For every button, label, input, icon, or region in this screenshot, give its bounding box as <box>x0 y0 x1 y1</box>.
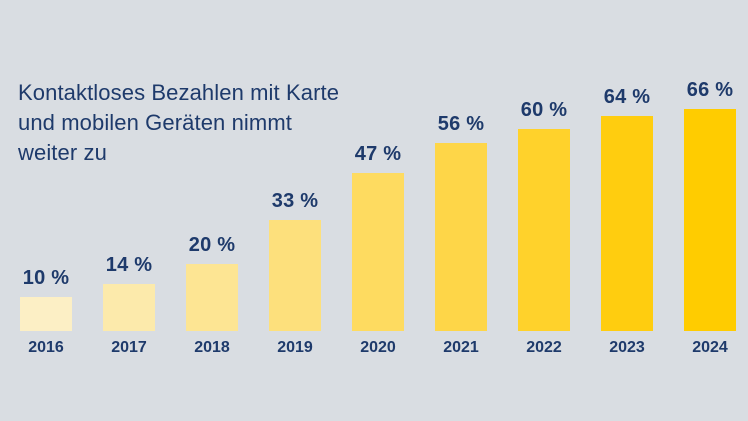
bar-value-label: 64 % <box>603 86 651 108</box>
x-axis-label: 2017 <box>111 339 147 356</box>
bar <box>435 143 487 331</box>
page-title-line-2: und mobilen Geräten nimmt <box>18 110 292 135</box>
x-axis-label: 2023 <box>609 339 645 356</box>
page-title-line-3: weiter zu <box>18 140 107 165</box>
bar-column: 64 % <box>601 86 653 331</box>
bar-column: 56 % <box>435 113 487 331</box>
x-axis: 2016 2017 2018 2019 2020 2021 2022 2023 2024 <box>20 339 736 357</box>
bar-value-label: 14 % <box>105 254 153 276</box>
bar-column: 20 % <box>186 234 238 331</box>
bar <box>186 264 238 331</box>
bar-column: 10 % <box>20 267 72 331</box>
bar-value-label: 33 % <box>271 190 319 212</box>
x-axis-label: 2018 <box>194 339 230 356</box>
bar <box>20 297 72 331</box>
x-axis-label: 2024 <box>692 339 728 356</box>
bar-value-label: 20 % <box>188 234 236 256</box>
bar-columns: 10 % 14 % 20 % 33 % 47 % 56 % 60 % 64 % 66 % <box>20 0 736 331</box>
page-title-line-1: Kontaktloses Bezahlen mit Karte <box>18 80 340 105</box>
bar-value-label: 66 % <box>686 79 734 101</box>
bar-column: 47 % <box>352 143 404 331</box>
bar-value-label: 56 % <box>437 113 485 135</box>
bar-column: 14 % <box>103 254 155 331</box>
bar-column: 66 % <box>684 79 736 331</box>
bar <box>601 116 653 331</box>
page-title: Kontaktloses Bezahlen mit Karte und mobi… <box>18 78 339 168</box>
bar-value-label: 10 % <box>22 267 70 289</box>
bar <box>352 173 404 331</box>
bar-value-label: 47 % <box>354 143 402 165</box>
bar <box>103 284 155 331</box>
bar <box>518 129 570 331</box>
bar <box>269 220 321 331</box>
x-axis-label: 2016 <box>28 339 64 356</box>
bar-column: 60 % <box>518 99 570 331</box>
bar <box>684 109 736 331</box>
bar-value-label: 60 % <box>520 99 568 121</box>
x-axis-label: 2021 <box>443 339 479 356</box>
bar-column: 33 % <box>269 190 321 331</box>
x-axis-label: 2019 <box>277 339 313 356</box>
x-axis-label: 2020 <box>360 339 396 356</box>
x-axis-label: 2022 <box>526 339 562 356</box>
